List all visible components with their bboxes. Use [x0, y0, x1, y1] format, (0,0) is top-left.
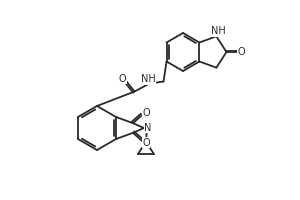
Text: N: N [144, 123, 152, 133]
Text: NH: NH [141, 74, 156, 84]
Text: NH: NH [211, 26, 226, 36]
Text: O: O [142, 138, 150, 148]
Text: O: O [142, 108, 150, 118]
Text: O: O [238, 47, 245, 57]
Text: O: O [119, 73, 126, 84]
